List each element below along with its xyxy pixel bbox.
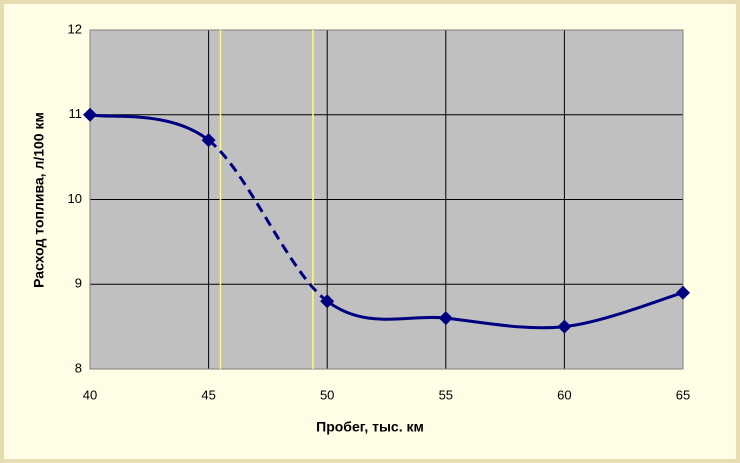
x-tick-label: 55 (439, 387, 453, 402)
x-tick-label: 40 (83, 387, 97, 402)
y-tick-label: 10 (68, 191, 82, 206)
y-axis-title: Расход топлива, л/100 км (31, 112, 47, 288)
point-marker (320, 294, 335, 309)
plot-border (89, 29, 684, 370)
line-segment (445, 316, 565, 330)
x-tick-label: 45 (201, 387, 215, 402)
point-marker (201, 133, 216, 148)
x-tick-label: 60 (557, 387, 571, 402)
line-segment (564, 291, 684, 329)
y-tick-label: 8 (75, 360, 82, 375)
y-tick-label: 12 (68, 21, 82, 36)
point-marker (83, 107, 97, 122)
x-axis-title: Пробег, тыс. км (316, 419, 424, 435)
x-tick-label: 50 (320, 387, 334, 402)
line-segment (326, 299, 446, 321)
point-marker (557, 319, 572, 334)
point-marker (438, 311, 453, 326)
y-tick-label: 9 (75, 276, 82, 291)
line-segment (207, 138, 329, 303)
point-marker (676, 285, 690, 300)
line-segment (89, 113, 210, 142)
x-tick-label: 65 (676, 387, 690, 402)
y-tick-label: 11 (69, 106, 83, 121)
